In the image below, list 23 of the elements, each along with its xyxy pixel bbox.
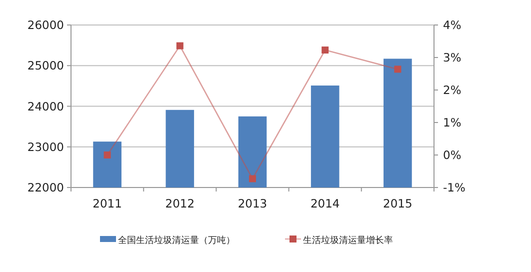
x-tick-label: 2015: [383, 196, 412, 210]
y-tick-label: 23000: [27, 140, 64, 154]
y-tick-label: 24000: [27, 99, 64, 114]
x-tick-label: 2012: [165, 196, 195, 210]
y2-tick-label: -1%: [443, 180, 466, 194]
y-tick-label: 25000: [27, 58, 64, 73]
point: [176, 42, 184, 50]
point: [322, 46, 329, 54]
point: [104, 152, 111, 158]
y-tick-label: 26000: [27, 18, 64, 32]
y2-tick-label: 0%: [443, 148, 462, 162]
point: [394, 66, 402, 73]
x-tick-label: 2014: [310, 196, 340, 210]
legend-label: 生活垃圾清运量增长率: [303, 235, 393, 246]
y2-tick-label: 3%: [443, 50, 462, 64]
x-tick-label: 2011: [92, 196, 122, 210]
x-tick-label: 2013: [238, 196, 268, 210]
y-tick-label: 22000: [27, 180, 64, 194]
y2-tick-label: 2%: [443, 83, 462, 97]
legend-label: 全国生活垃圾清运量（万吨）: [118, 235, 235, 246]
y2-tick-label: 4%: [443, 18, 462, 32]
point: [249, 175, 256, 182]
y2-tick-label: 1%: [443, 116, 462, 130]
